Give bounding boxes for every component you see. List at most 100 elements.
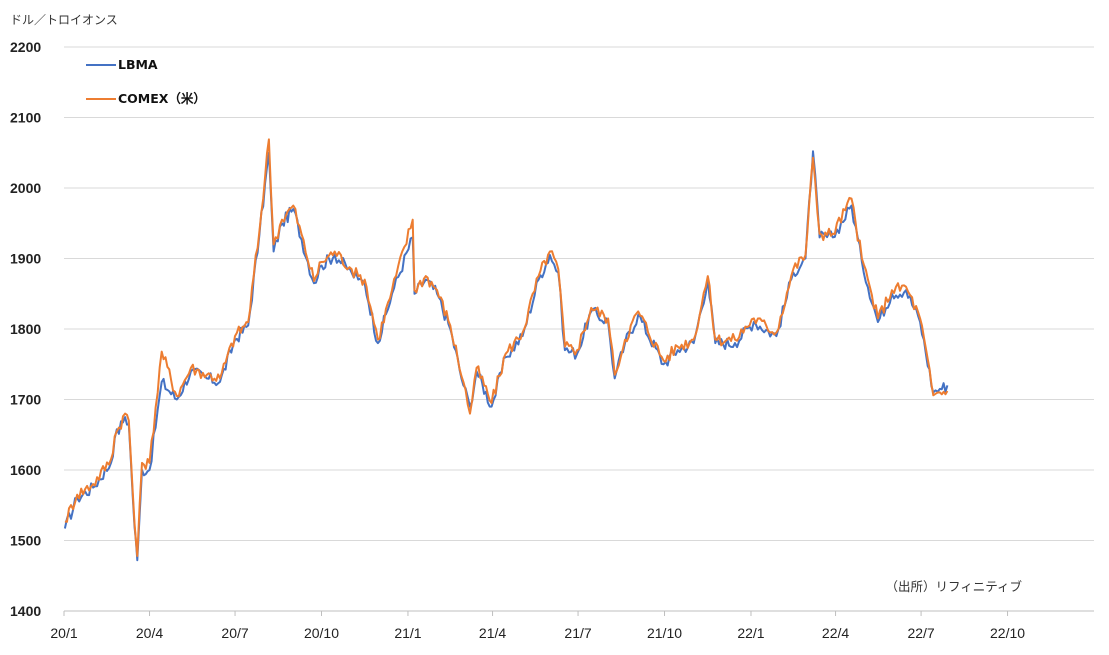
- series-line-comex: [64, 138, 949, 557]
- data-point-lbma-63: [819, 237, 820, 238]
- data-point-lbma-27: [358, 279, 359, 280]
- y-tick-label-1700: 1700: [10, 392, 41, 408]
- data-point-lbma-52: [663, 364, 664, 365]
- data-point-lbma-72: [939, 388, 940, 389]
- data-point-lbma-64: [832, 237, 833, 238]
- data-point-comex-31: [412, 219, 413, 220]
- data-point-comex-66: [861, 258, 862, 259]
- legend-label-lbma: LBMA: [118, 57, 158, 72]
- data-point-comex-63: [819, 233, 820, 234]
- data-point-lbma-53: [677, 350, 678, 351]
- data-point-lbma-43: [549, 254, 550, 255]
- data-point-comex-29: [377, 339, 378, 340]
- data-point-comex-10: [149, 462, 150, 463]
- data-point-comex-24: [321, 261, 322, 262]
- data-point-comex-40: [505, 353, 506, 354]
- data-point-comex-8: [137, 555, 138, 556]
- data-point-comex-34: [437, 290, 438, 291]
- data-point-comex-37: [469, 413, 470, 414]
- data-point-lbma-56: [715, 343, 716, 344]
- data-point-lbma-29: [377, 343, 378, 344]
- data-point-comex-72: [939, 392, 940, 393]
- data-point-lbma-54: [693, 343, 694, 344]
- data-point-lbma-11: [161, 381, 162, 382]
- x-tick-label-20-10: 20/10: [304, 625, 339, 641]
- data-point-comex-16: [234, 336, 235, 337]
- data-point-comex-65: [851, 198, 852, 199]
- data-point-comex-71: [933, 395, 934, 396]
- data-point-comex-22: [293, 205, 294, 206]
- y-tick-label-1400: 1400: [10, 603, 41, 619]
- data-point-comex-44: [558, 269, 559, 270]
- data-point-lbma-32: [414, 293, 415, 294]
- data-point-comex-47: [591, 307, 592, 308]
- data-point-comex-14: [206, 374, 207, 375]
- data-point-lbma-24: [321, 265, 322, 266]
- series-lines: [63, 138, 949, 562]
- gridlines: [64, 46, 1094, 612]
- x-tick-label-22-7: 22/7: [907, 625, 934, 641]
- data-point-comex-67: [877, 318, 878, 319]
- x-tick-label-20-1: 20/1: [50, 625, 77, 641]
- data-point-comex-12: [176, 395, 177, 396]
- x-tick-label-22-4: 22/4: [822, 625, 849, 641]
- data-point-comex-33: [425, 276, 426, 277]
- data-point-comex-64: [832, 233, 833, 234]
- data-point-comex-61: [805, 254, 806, 255]
- data-point-comex-7: [134, 522, 135, 523]
- data-point-comex-57: [734, 339, 735, 340]
- x-tick-label-20-4: 20/4: [136, 625, 163, 641]
- data-point-comex-0: [64, 521, 65, 522]
- data-point-lbma-22: [293, 209, 294, 210]
- data-point-comex-4: [114, 436, 115, 437]
- data-point-comex-41: [522, 332, 523, 333]
- y-axis-unit-label: ドル／トロイオンス: [10, 13, 118, 27]
- x-tick-label-21-4: 21/4: [479, 625, 506, 641]
- data-point-comex-52: [663, 360, 664, 361]
- data-point-comex-69: [905, 286, 906, 287]
- data-point-comex-11: [161, 351, 162, 352]
- y-tick-label-1900: 1900: [10, 251, 41, 267]
- data-point-lbma-39: [491, 406, 492, 407]
- data-point-comex-21: [281, 219, 282, 220]
- data-point-lbma-15: [219, 381, 220, 382]
- data-point-comex-70: [920, 318, 921, 319]
- data-point-lbma-33: [425, 279, 426, 280]
- data-point-comex-5: [125, 413, 126, 414]
- data-point-comex-62: [812, 157, 813, 158]
- data-point-comex-32: [414, 290, 415, 291]
- x-tick-label-22-10: 22/10: [990, 625, 1025, 641]
- data-point-comex-68: [891, 290, 892, 291]
- data-point-comex-53: [677, 346, 678, 347]
- data-point-lbma-17: [248, 325, 249, 326]
- y-tick-label-2000: 2000: [10, 180, 41, 196]
- data-point-comex-49: [614, 374, 615, 375]
- data-point-comex-15: [219, 378, 220, 379]
- data-point-lbma-0: [64, 528, 65, 529]
- data-point-lbma-57: [734, 343, 735, 344]
- data-point-lbma-65: [851, 205, 852, 206]
- x-tick-label-22-1: 22/1: [737, 625, 764, 641]
- data-point-comex-25: [334, 251, 335, 252]
- y-tick-label-1800: 1800: [10, 321, 41, 337]
- x-tick-label-21-7: 21/7: [564, 625, 591, 641]
- data-point-lbma-62: [812, 151, 813, 152]
- data-point-comex-35: [450, 325, 451, 326]
- data-point-lbma-49: [614, 378, 615, 379]
- data-point-comex-39: [491, 402, 492, 403]
- data-point-comex-55: [707, 276, 708, 277]
- data-point-comex-28: [364, 279, 365, 280]
- data-point-lbma-45: [564, 350, 565, 351]
- data-point-comex-48: [608, 318, 609, 319]
- data-point-comex-38: [476, 367, 477, 368]
- data-point-lbma-59: [776, 336, 777, 337]
- data-point-lbma-23: [313, 283, 314, 284]
- data-point-comex-26: [351, 269, 352, 270]
- data-point-comex-9: [141, 462, 142, 463]
- data-point-lbma-8: [137, 560, 138, 561]
- data-point-comex-60: [793, 269, 794, 270]
- data-point-comex-30: [391, 290, 392, 291]
- x-tick-label-20-7: 20/7: [221, 625, 248, 641]
